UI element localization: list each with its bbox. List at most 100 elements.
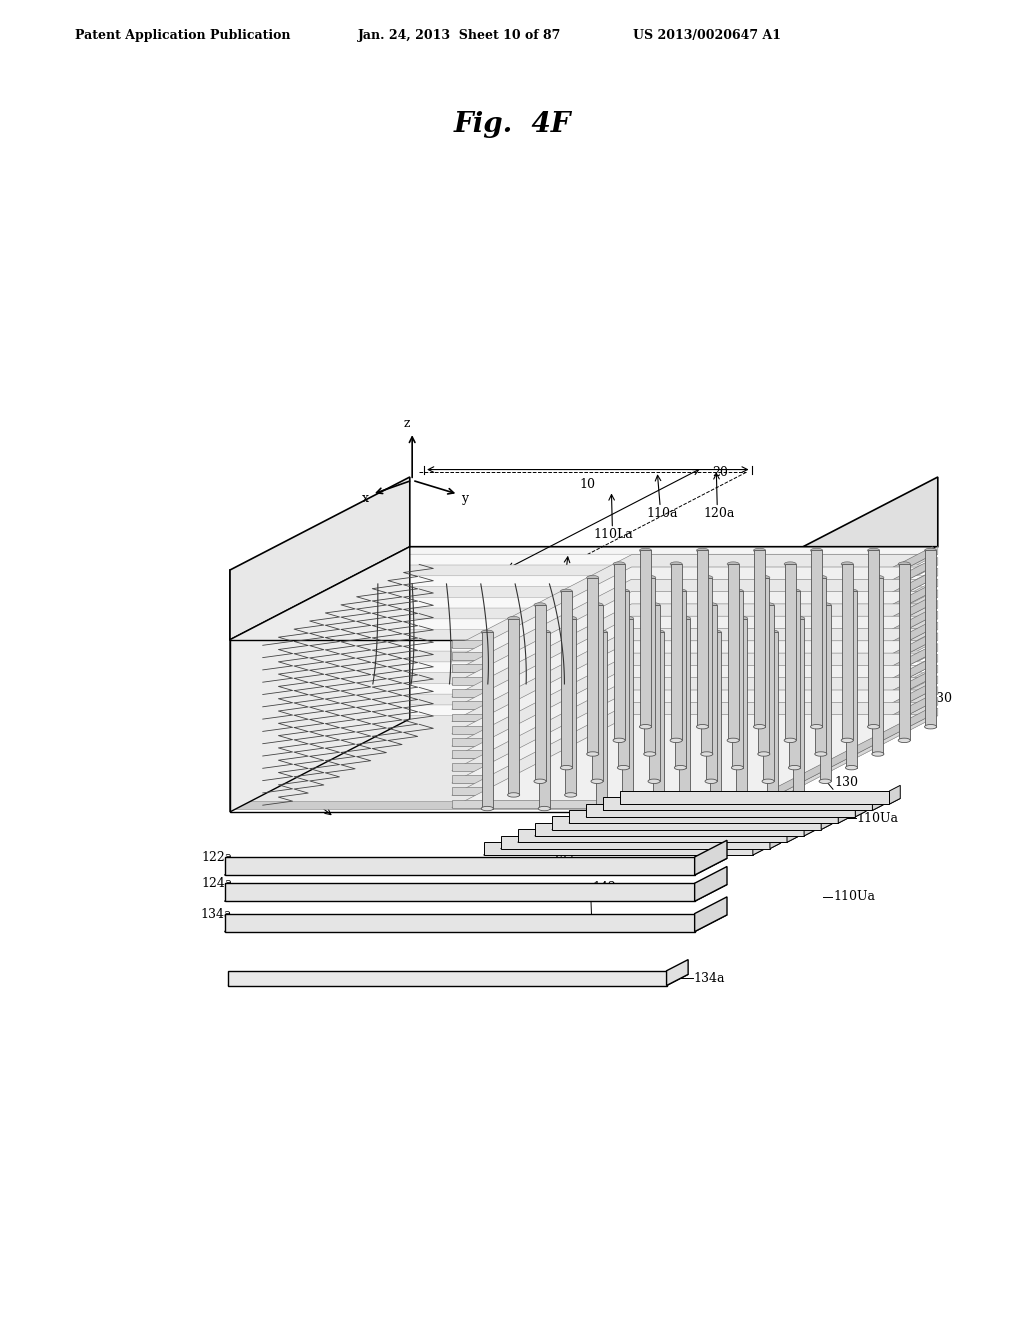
Ellipse shape — [727, 738, 739, 743]
Ellipse shape — [815, 752, 827, 756]
Polygon shape — [230, 597, 938, 690]
Text: 100: 100 — [792, 594, 816, 607]
Polygon shape — [753, 682, 933, 783]
Text: 120a: 120a — [703, 507, 735, 520]
Ellipse shape — [644, 576, 655, 579]
Polygon shape — [644, 578, 655, 754]
Polygon shape — [230, 630, 938, 722]
Text: x: x — [361, 492, 369, 504]
Polygon shape — [671, 564, 682, 741]
Polygon shape — [535, 830, 815, 836]
Polygon shape — [452, 787, 753, 795]
Polygon shape — [766, 635, 768, 793]
Polygon shape — [452, 579, 933, 672]
Ellipse shape — [587, 752, 599, 756]
Ellipse shape — [925, 725, 937, 729]
Text: 130: 130 — [781, 792, 805, 805]
Polygon shape — [501, 843, 780, 849]
Text: Patent Application Publication: Patent Application Publication — [75, 29, 291, 41]
Polygon shape — [819, 605, 830, 781]
Polygon shape — [501, 836, 770, 849]
Polygon shape — [697, 550, 708, 727]
Polygon shape — [701, 578, 713, 754]
Ellipse shape — [793, 616, 805, 620]
Polygon shape — [758, 590, 938, 690]
Polygon shape — [452, 652, 753, 660]
Polygon shape — [758, 676, 938, 776]
Polygon shape — [230, 693, 758, 701]
Text: 110a: 110a — [348, 626, 375, 634]
Polygon shape — [753, 558, 933, 660]
Polygon shape — [224, 913, 694, 932]
Ellipse shape — [675, 766, 686, 770]
Polygon shape — [925, 550, 936, 727]
Polygon shape — [552, 824, 831, 829]
Polygon shape — [732, 591, 743, 768]
Text: 110a: 110a — [646, 507, 678, 520]
Ellipse shape — [700, 576, 713, 579]
Polygon shape — [508, 619, 519, 795]
Ellipse shape — [670, 738, 682, 743]
Ellipse shape — [819, 603, 831, 607]
Polygon shape — [623, 619, 633, 795]
Polygon shape — [230, 546, 938, 640]
Polygon shape — [452, 640, 753, 648]
Polygon shape — [518, 837, 798, 842]
Ellipse shape — [706, 779, 717, 784]
Ellipse shape — [871, 752, 884, 756]
Polygon shape — [758, 546, 938, 647]
Polygon shape — [224, 858, 727, 875]
Polygon shape — [794, 619, 804, 795]
Polygon shape — [592, 605, 602, 781]
Polygon shape — [899, 564, 909, 741]
Polygon shape — [694, 841, 727, 875]
Polygon shape — [872, 578, 884, 754]
Polygon shape — [230, 651, 758, 657]
Polygon shape — [855, 799, 866, 817]
Polygon shape — [452, 714, 933, 808]
Polygon shape — [621, 799, 900, 804]
Ellipse shape — [560, 589, 572, 594]
Polygon shape — [653, 632, 664, 809]
Polygon shape — [518, 829, 787, 842]
Ellipse shape — [846, 766, 857, 770]
Polygon shape — [753, 572, 933, 672]
Polygon shape — [770, 830, 780, 849]
Ellipse shape — [731, 589, 743, 594]
Polygon shape — [603, 797, 872, 810]
Polygon shape — [758, 644, 938, 744]
Ellipse shape — [762, 603, 774, 607]
Polygon shape — [452, 554, 933, 648]
Polygon shape — [230, 609, 938, 701]
Polygon shape — [753, 632, 933, 734]
Polygon shape — [230, 791, 758, 797]
Text: US 2013/0020647 A1: US 2013/0020647 A1 — [633, 29, 781, 41]
Text: 130: 130 — [834, 776, 858, 789]
Polygon shape — [758, 632, 938, 734]
Polygon shape — [230, 672, 758, 680]
Ellipse shape — [587, 576, 599, 579]
Text: 133: 133 — [908, 681, 933, 694]
Ellipse shape — [811, 548, 822, 553]
Polygon shape — [767, 632, 778, 809]
Ellipse shape — [925, 548, 937, 553]
Text: 110La: 110La — [594, 528, 633, 541]
Ellipse shape — [481, 807, 494, 810]
Polygon shape — [753, 609, 933, 709]
Polygon shape — [452, 738, 753, 746]
Ellipse shape — [735, 616, 748, 620]
Ellipse shape — [564, 793, 577, 797]
Polygon shape — [753, 706, 933, 808]
Text: 110Ua: 110Ua — [857, 812, 899, 825]
Ellipse shape — [758, 752, 770, 756]
Polygon shape — [758, 568, 938, 669]
Polygon shape — [758, 655, 938, 755]
Ellipse shape — [639, 725, 651, 729]
Polygon shape — [667, 960, 688, 986]
Polygon shape — [613, 564, 625, 741]
Polygon shape — [228, 974, 688, 986]
Polygon shape — [754, 550, 765, 727]
Ellipse shape — [508, 616, 520, 620]
Polygon shape — [230, 651, 938, 744]
Polygon shape — [452, 714, 753, 722]
